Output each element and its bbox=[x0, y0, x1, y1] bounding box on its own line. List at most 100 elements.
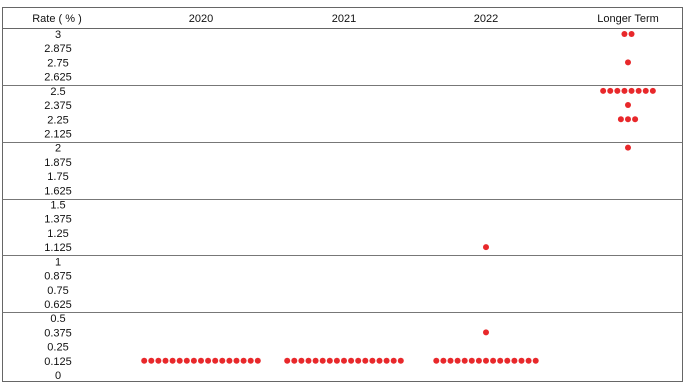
dot-point bbox=[454, 357, 461, 364]
y-tick-label: 2.75 bbox=[47, 57, 68, 69]
dot-point bbox=[625, 59, 631, 66]
dot-point bbox=[333, 357, 340, 364]
y-tick-label: 1.75 bbox=[47, 171, 68, 183]
dot-point bbox=[497, 357, 504, 364]
y-tick-label: 2.875 bbox=[44, 43, 72, 55]
dot-point bbox=[511, 357, 518, 364]
dot-point bbox=[226, 357, 233, 364]
y-tick-label: 0.5 bbox=[50, 313, 65, 325]
gridlines bbox=[2, 85, 683, 313]
column-header-2021: 2021 bbox=[332, 13, 356, 25]
dot-point bbox=[468, 357, 475, 364]
y-tick-label: 0.875 bbox=[44, 271, 72, 283]
dot-point bbox=[447, 357, 454, 364]
y-tick-label: 1.5 bbox=[50, 200, 65, 212]
dot-point bbox=[397, 357, 404, 364]
plot-frame bbox=[2, 7, 683, 382]
dot-point bbox=[254, 357, 261, 364]
dot-point bbox=[212, 357, 219, 364]
dot-point bbox=[247, 357, 254, 364]
dot-point bbox=[625, 102, 631, 109]
dot-point bbox=[155, 357, 162, 364]
dot-point bbox=[362, 357, 369, 364]
dot-point bbox=[369, 357, 376, 364]
dot-point bbox=[219, 357, 226, 364]
y-tick-label: 2.125 bbox=[44, 128, 72, 140]
y-tick-label: 2.25 bbox=[47, 114, 68, 126]
y-tick-label: 1.125 bbox=[44, 242, 72, 254]
dot-point bbox=[341, 357, 347, 364]
dot-point bbox=[483, 329, 489, 336]
y-tick-label: 1.625 bbox=[44, 185, 72, 197]
y-tick-label: 3 bbox=[55, 29, 61, 41]
dot-point bbox=[614, 87, 621, 94]
dot-point bbox=[198, 357, 204, 364]
dot-point bbox=[440, 357, 447, 364]
dot-point bbox=[621, 87, 628, 94]
dot-point bbox=[305, 357, 312, 364]
y-tick-label: 2.625 bbox=[44, 72, 72, 84]
dot-point bbox=[518, 357, 525, 364]
dot-point bbox=[628, 31, 635, 37]
dot-point bbox=[504, 357, 511, 364]
dot-point bbox=[433, 357, 440, 364]
dot-point bbox=[148, 357, 155, 364]
y-tick-label: 0.25 bbox=[47, 342, 68, 354]
dot-point bbox=[348, 357, 355, 364]
dot-point bbox=[190, 357, 197, 364]
y-tick-label: 0.75 bbox=[47, 285, 68, 297]
dots bbox=[141, 31, 656, 364]
dot-point bbox=[141, 357, 148, 364]
dot-point bbox=[383, 357, 390, 364]
dot-point bbox=[326, 357, 333, 364]
dot-point bbox=[625, 144, 631, 151]
dot-point bbox=[649, 87, 656, 94]
dot-point bbox=[632, 116, 639, 123]
dot-point bbox=[176, 357, 183, 364]
y-tick-label: 0.125 bbox=[44, 356, 72, 368]
dot-point bbox=[461, 357, 468, 364]
dot-point bbox=[298, 357, 305, 364]
dot-point bbox=[607, 87, 614, 94]
y-axis-title: Rate ( % ) bbox=[32, 13, 82, 25]
dot-point bbox=[162, 357, 169, 364]
y-tick-label: 0 bbox=[55, 370, 61, 382]
dot-point bbox=[525, 357, 532, 364]
dot-point bbox=[355, 357, 362, 364]
y-tick-labels: 3 2.875 2.75 2.625 2.5 2.375 2.25 2.125 2 1.875 1.… bbox=[44, 29, 72, 382]
y-tick-label: 1.875 bbox=[44, 157, 72, 169]
dot-point bbox=[183, 357, 190, 364]
y-tick-label: 0.625 bbox=[44, 299, 72, 311]
dot-point bbox=[642, 87, 649, 94]
dot-point bbox=[483, 244, 489, 251]
dot-point bbox=[490, 357, 497, 364]
column-header-2022: 2022 bbox=[474, 13, 498, 25]
y-tick-label: 1 bbox=[55, 256, 61, 268]
dot-point bbox=[621, 31, 628, 37]
dot-point bbox=[617, 116, 624, 123]
y-tick-label: 2.375 bbox=[44, 100, 72, 112]
dot-point bbox=[390, 357, 397, 364]
dot-point bbox=[475, 357, 482, 364]
y-tick-label: 1.375 bbox=[44, 214, 72, 226]
y-tick-label: 2.5 bbox=[50, 86, 65, 98]
dot-point bbox=[483, 357, 489, 364]
dot-point bbox=[376, 357, 383, 364]
dot-point bbox=[291, 357, 298, 364]
y-tick-label: 2 bbox=[55, 143, 61, 155]
dot-point bbox=[600, 87, 607, 94]
dot-point bbox=[625, 116, 631, 123]
dot-point bbox=[205, 357, 212, 364]
dot-point bbox=[233, 357, 240, 364]
dot-point bbox=[319, 357, 326, 364]
dot-point bbox=[635, 87, 642, 94]
dot-point bbox=[532, 357, 539, 364]
dot-point bbox=[628, 87, 635, 94]
y-tick-label: 0.375 bbox=[44, 327, 72, 339]
dot-point bbox=[169, 357, 176, 364]
column-header-2020: 2020 bbox=[189, 13, 213, 25]
dot-point bbox=[240, 357, 247, 364]
y-tick-label: 1.25 bbox=[47, 228, 68, 240]
dot-point bbox=[312, 357, 319, 364]
